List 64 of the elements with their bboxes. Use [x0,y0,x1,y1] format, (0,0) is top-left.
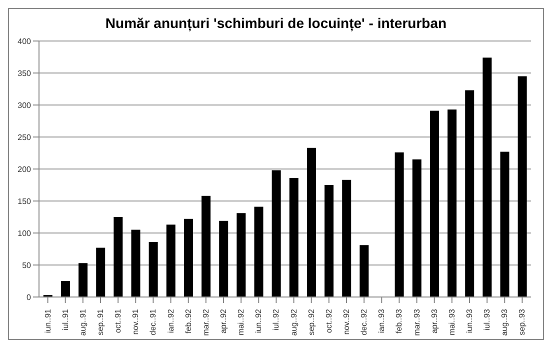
x-tick-label: sep..92 [306,308,316,336]
chart-title: Număr anunțuri 'schimburi de locuințe' - interurban [104,15,448,34]
y-tick-label: 200 [18,164,32,174]
x-tick-label: apr..93 [430,308,439,334]
x-tick-label: aug..91 [78,308,88,336]
bar [131,230,140,297]
x-tick-label: oct..91 [114,308,123,334]
bar [518,76,527,297]
y-tick-label: 50 [22,260,32,270]
y-tick-label: 0 [26,292,32,302]
bar [148,242,158,297]
x-tick-label: aug..92 [289,308,298,336]
bar [324,185,334,297]
x-tick-label: sep..91 [96,308,105,336]
bar [96,248,106,297]
bar [289,178,298,297]
x-tick-label: sep..93 [518,308,527,336]
bar [448,109,457,297]
bar [78,263,88,297]
x-tick-label: iun..91 [43,308,52,334]
y-tick-label: 350 [18,68,32,78]
x-tick-label: ian..92 [166,308,176,334]
x-tick-label: iul..91 [60,308,70,330]
bar [219,220,228,297]
x-tick-label: iun..92 [254,308,264,334]
bar [166,224,176,297]
y-tick-label: 150 [18,196,32,206]
bar [412,159,422,297]
bar [465,90,474,297]
x-tick-label: mai..92 [236,308,246,336]
x-tick-label: nov..91 [131,308,140,335]
x-tick-label: mai..93 [447,308,456,336]
x-tick-label: feb..93 [394,308,404,334]
bar [482,58,492,297]
x-tick-label: feb..92 [184,308,193,334]
bar [306,148,316,297]
bar [500,152,510,297]
bar [360,245,369,297]
y-tick-label: 100 [18,228,32,238]
x-tick-label: iun..93 [465,308,474,334]
x-tick-label: ian..93 [377,308,386,334]
x-tick-label: iul..93 [482,308,492,330]
x-tick-label: aug..93 [500,308,510,336]
bar [184,218,193,297]
x-tick-label: mar..93 [412,308,422,336]
x-tick-label: iul..92 [272,308,281,330]
bar [202,196,211,297]
bar [342,180,352,297]
y-tick-label: 250 [18,132,32,142]
x-tick-label: dec..92 [360,308,369,336]
x-tick-label: mar..92 [201,308,210,336]
bar [394,152,404,297]
bar [114,217,123,297]
bar [254,206,264,297]
x-tick-label: apr..92 [219,308,228,334]
bar [236,213,246,297]
x-tick-label: dec..91 [148,308,158,336]
bar [60,281,70,297]
bar [272,170,281,297]
x-tick-label: nov..92 [342,308,351,335]
x-tick-label: oct..92 [324,308,334,334]
bar [430,110,439,297]
y-tick-label: 300 [18,100,32,110]
y-tick-label: 400 [18,36,32,46]
